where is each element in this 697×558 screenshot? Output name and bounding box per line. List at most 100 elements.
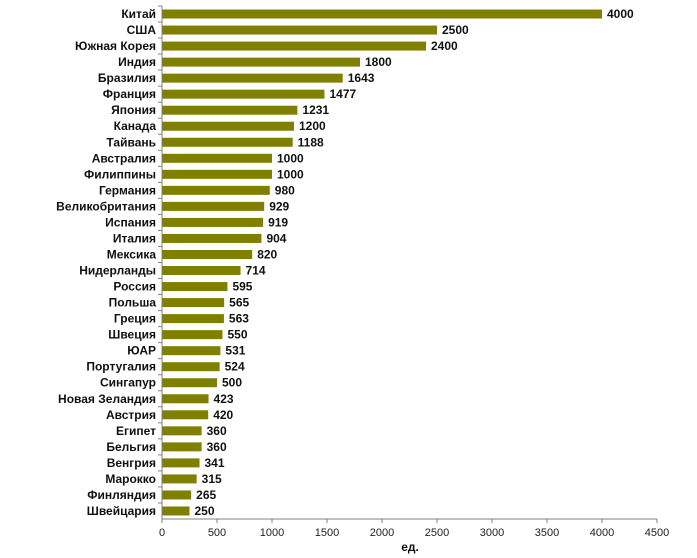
x-tick-label: 4000: [590, 527, 614, 539]
data-label: 1000: [277, 167, 304, 181]
data-label: 565: [229, 296, 249, 310]
bar: [162, 378, 217, 388]
category-label: Япония: [111, 103, 156, 117]
category-label: Индия: [118, 55, 156, 69]
x-tick-label: 4500: [645, 527, 669, 539]
data-label: 524: [225, 360, 245, 374]
bar: [162, 490, 192, 500]
category-label: Китай: [121, 7, 156, 21]
data-label: 531: [225, 344, 245, 358]
bar: [162, 185, 270, 195]
data-label: 341: [205, 456, 225, 470]
category-label: Тайвань: [106, 135, 156, 149]
data-label: 1231: [302, 103, 329, 117]
data-label: 2400: [431, 39, 458, 53]
data-label: 1188: [298, 135, 324, 149]
x-tick-label: 3000: [480, 527, 504, 539]
bar: [162, 330, 223, 340]
bar: [162, 442, 202, 452]
data-label: 550: [228, 328, 248, 342]
data-label: 1477: [329, 87, 356, 101]
category-label: Финляндия: [87, 488, 156, 502]
data-label: 420: [213, 408, 233, 422]
category-label: Бразилия: [98, 71, 156, 85]
bar: [162, 266, 241, 276]
category-label: Австрия: [106, 408, 156, 422]
data-label: 360: [207, 440, 227, 454]
bar: [162, 506, 190, 516]
x-axis-label: ед.: [401, 540, 419, 554]
category-label: Нидерланды: [79, 264, 156, 278]
bar: [162, 426, 202, 436]
category-label: Бельгия: [106, 440, 156, 454]
bar: [162, 57, 360, 67]
bar: [162, 362, 220, 372]
data-label: 904: [266, 231, 286, 245]
bar: [162, 153, 272, 163]
data-label: 265: [196, 488, 216, 502]
data-label: 595: [232, 280, 252, 294]
category-labels: Китай США Южная Корея Индия Бразилия Франция Я…: [56, 7, 156, 518]
bar: [162, 282, 228, 292]
bars-group: [162, 9, 602, 516]
data-label: 1800: [365, 55, 392, 69]
category-label: Мексика: [107, 247, 157, 261]
x-tick-label: 3500: [535, 527, 559, 539]
data-label: 980: [275, 183, 295, 197]
data-label: 4000: [607, 7, 634, 21]
category-label: Южная Корея: [75, 39, 156, 53]
data-label: 2500: [442, 23, 469, 37]
bar: [162, 25, 437, 35]
category-label: Италия: [113, 231, 156, 245]
bar: [162, 73, 343, 83]
data-label: 1000: [277, 151, 304, 165]
category-label: Марокко: [105, 472, 156, 486]
bar: [162, 394, 209, 404]
data-label: 714: [246, 264, 266, 278]
category-label: Швейцария: [87, 504, 156, 518]
category-label: Испания: [105, 215, 156, 229]
bar: [162, 474, 197, 484]
bar: [162, 89, 325, 99]
x-tick-label: 2000: [370, 527, 394, 539]
data-label: 315: [202, 472, 222, 486]
data-label: 563: [229, 312, 249, 326]
category-label: Великобритания: [56, 199, 156, 213]
bar: [162, 105, 298, 115]
category-label: США: [127, 23, 157, 37]
category-label: Сингапур: [100, 376, 156, 390]
data-label: 919: [268, 215, 288, 229]
data-label: 1200: [299, 119, 326, 133]
x-tick-label: 2500: [425, 527, 449, 539]
category-label: Швеция: [108, 328, 156, 342]
category-label: Новая Зеландия: [58, 392, 156, 406]
x-tick-label: 1000: [260, 527, 284, 539]
bar: [162, 249, 253, 259]
bar: [162, 458, 200, 468]
data-label: 820: [257, 247, 277, 261]
bar: [162, 346, 221, 356]
category-label: Греция: [114, 312, 156, 326]
bar: [162, 217, 264, 227]
data-label: 250: [195, 504, 215, 518]
bar: [162, 233, 262, 243]
category-label: Канада: [114, 119, 157, 133]
data-label: 500: [222, 376, 242, 390]
category-label: Египет: [116, 424, 156, 438]
bar: [162, 169, 272, 179]
data-label: 360: [207, 424, 227, 438]
bar: [162, 41, 426, 51]
category-label: Россия: [113, 280, 156, 294]
category-label: Австралия: [92, 151, 156, 165]
bar: [162, 298, 225, 308]
category-label: Филиппины: [84, 167, 156, 181]
x-tick-label: 0: [159, 527, 165, 539]
x-tick-label: 500: [208, 527, 226, 539]
data-label: 423: [214, 392, 234, 406]
axes: 0 500 1000 1500 2000 2500 3000 3500 4000 4500: [158, 5, 669, 539]
category-label: Португалия: [86, 360, 156, 374]
category-label: Франция: [103, 87, 156, 101]
data-label: 929: [269, 199, 289, 213]
